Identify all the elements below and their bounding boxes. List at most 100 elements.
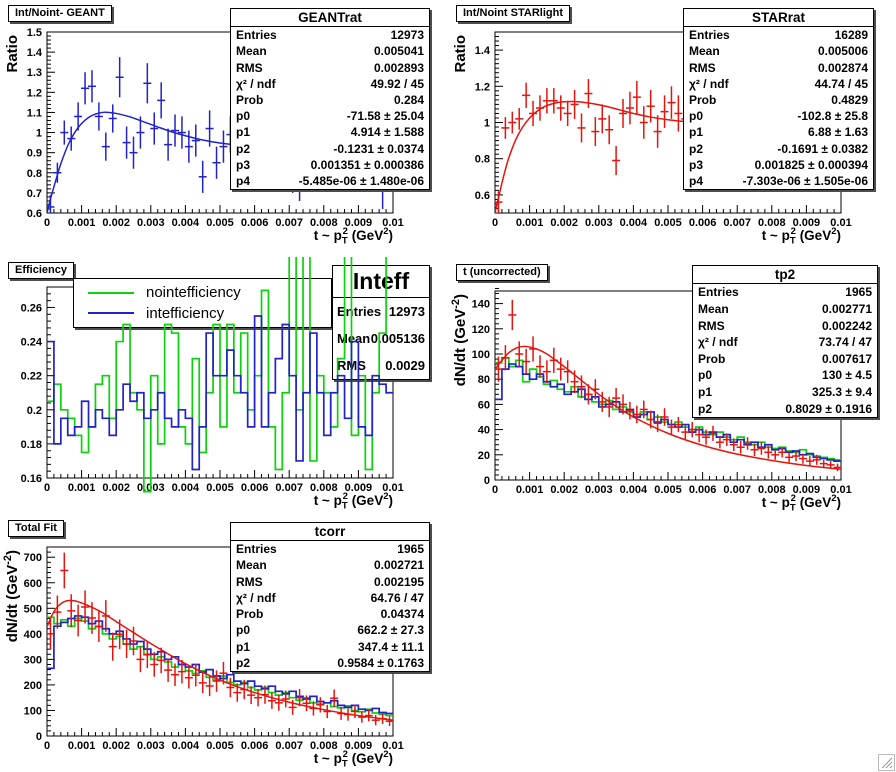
svg-text:0.004: 0.004 [172, 217, 200, 229]
svg-text:0.008: 0.008 [758, 484, 786, 496]
stats-row: Entries 16289 [684, 27, 873, 43]
stats-row: Mean 0.005006 [684, 43, 873, 59]
svg-text:0.01: 0.01 [382, 740, 403, 752]
y-axis-title: dN/dt (GeV-2) [2, 550, 21, 642]
svg-text:0.004: 0.004 [172, 740, 200, 752]
series-nointefficiency [47, 257, 387, 493]
resize-grip-lines [881, 757, 893, 769]
stats-label: p0 [236, 109, 251, 124]
stats-value: 662.2 ± 27.3 [357, 623, 424, 638]
stats-label: Entries [337, 304, 382, 319]
stats-label: Entries [689, 28, 730, 43]
pad-title-text: Efficiency [15, 264, 67, 276]
x-axis-title: t ~ pT2 (GeV2) [314, 749, 393, 770]
stats-box-STARrat: STARrat Entries 16289 Mean 0.005006 RMS 0.0028… [683, 8, 874, 190]
svg-text:0.007: 0.007 [275, 217, 303, 229]
svg-text:20: 20 [478, 450, 490, 462]
svg-text:0.009: 0.009 [793, 217, 821, 229]
stats-row: Mean 0.002721 [231, 557, 429, 573]
stats-row: p2 0.9584 ± 0.1763 [231, 655, 429, 671]
stats-value: 0.002242 [821, 318, 872, 333]
stats-label: p1 [236, 125, 251, 140]
stats-label: Prob [236, 92, 264, 107]
svg-text:0.009: 0.009 [345, 217, 373, 229]
svg-text:0.005: 0.005 [654, 484, 682, 496]
stats-title: tcorr [231, 523, 429, 541]
svg-text:0.006: 0.006 [241, 740, 269, 752]
resize-grip-icon[interactable] [878, 754, 895, 771]
pad-total-fit: 0 0.001 0.002 0.003 0.004 0.005 0.006 0.007 0.00… [0, 515, 448, 772]
stats-label: RMS [236, 574, 263, 589]
svg-text:600: 600 [24, 578, 42, 590]
svg-text:0.003: 0.003 [585, 484, 613, 496]
svg-text:0.001: 0.001 [68, 217, 96, 229]
stats-row: p1 347.4 ± 11.1 [231, 639, 429, 655]
svg-text:0.005: 0.005 [206, 482, 234, 494]
series-data-points [47, 552, 393, 727]
svg-text:120: 120 [472, 324, 490, 336]
stats-value: 0.4829 [831, 92, 868, 107]
stats-label: χ² / ndf [698, 335, 738, 350]
svg-text:0.2: 0.2 [27, 405, 42, 417]
svg-text:80: 80 [478, 374, 490, 386]
svg-text:0.001: 0.001 [516, 484, 544, 496]
svg-text:0.008: 0.008 [310, 482, 338, 494]
svg-text:0.008: 0.008 [310, 740, 338, 752]
series-data-points [495, 299, 841, 472]
stats-row: p0 -102.8 ± 25.8 [684, 108, 873, 124]
stats-row: p1 325.3 ± 9.4 [693, 384, 877, 401]
axis-ticks [494, 287, 842, 481]
pad-efficiency: 0 0.001 0.002 0.003 0.004 0.005 0.006 0.007 0.00… [0, 257, 448, 515]
stats-value: 12973 [388, 304, 425, 319]
svg-text:700: 700 [24, 552, 42, 564]
svg-text:1.5: 1.5 [27, 27, 42, 39]
svg-text:140: 140 [472, 299, 490, 311]
series-intefficiency [47, 315, 393, 471]
svg-text:0.8: 0.8 [27, 168, 42, 180]
stats-box-tcorr: tcorr Entries 1965 Mean 0.002721 RMS 0.002195 χ… [230, 522, 430, 672]
stats-value: 73.74 / 47 [818, 335, 872, 350]
stats-row: p1 4.914 ± 1.588 [231, 124, 429, 140]
stats-label: Prob [236, 607, 264, 622]
svg-text:0.007: 0.007 [275, 482, 303, 494]
svg-text:1.1: 1.1 [27, 107, 42, 119]
svg-text:0.001: 0.001 [516, 217, 544, 229]
stats-label: RMS [689, 60, 716, 75]
x-axis-title: t ~ pT2 (GeV2) [762, 493, 841, 514]
stats-label: χ² / ndf [689, 76, 729, 91]
stats-title: tp2 [693, 266, 877, 284]
stats-label: Prob [698, 351, 726, 366]
stats-value: 0.005006 [817, 44, 868, 59]
svg-text:0.008: 0.008 [758, 217, 786, 229]
svg-text:0.009: 0.009 [345, 482, 373, 494]
stats-label: p4 [236, 173, 251, 188]
stats-label: χ² / ndf [236, 76, 276, 91]
svg-text:0.009: 0.009 [793, 484, 821, 496]
svg-text:0.002: 0.002 [102, 482, 130, 494]
svg-text:0.009: 0.009 [345, 740, 373, 752]
stats-row: χ² / ndf 44.74 / 45 [684, 76, 873, 92]
y-axis-title: Ratio [452, 35, 469, 73]
stats-value: 12973 [390, 28, 424, 43]
stats-label: χ² / ndf [236, 590, 276, 605]
svg-text:0.16: 0.16 [21, 473, 42, 485]
svg-text:500: 500 [24, 603, 42, 615]
svg-text:1: 1 [484, 118, 490, 130]
stats-label: p0 [236, 623, 251, 638]
svg-text:0.6: 0.6 [475, 190, 490, 202]
svg-text:0: 0 [36, 731, 42, 743]
stats-value: 0.005041 [373, 44, 424, 59]
svg-text:400: 400 [24, 629, 42, 641]
stats-box-Inteff: Inteff Entries 12973 Mean 0.005136 RMS 0.0029 [332, 265, 430, 380]
axis-tick-labels: 0 0.001 0.002 0.003 0.004 0.005 0.006 0.007 0.00… [21, 302, 404, 494]
stats-row: p3 0.001825 ± 0.000394 [684, 157, 873, 173]
stats-label: Mean [689, 44, 720, 59]
svg-text:300: 300 [24, 654, 42, 666]
stats-value: 0.002771 [821, 301, 872, 316]
svg-text:0.01: 0.01 [830, 484, 851, 496]
svg-text:0.01: 0.01 [382, 217, 403, 229]
stats-value: 0.284 [393, 92, 424, 107]
stats-value: 0.002874 [817, 60, 868, 75]
stats-label: p1 [689, 125, 704, 140]
